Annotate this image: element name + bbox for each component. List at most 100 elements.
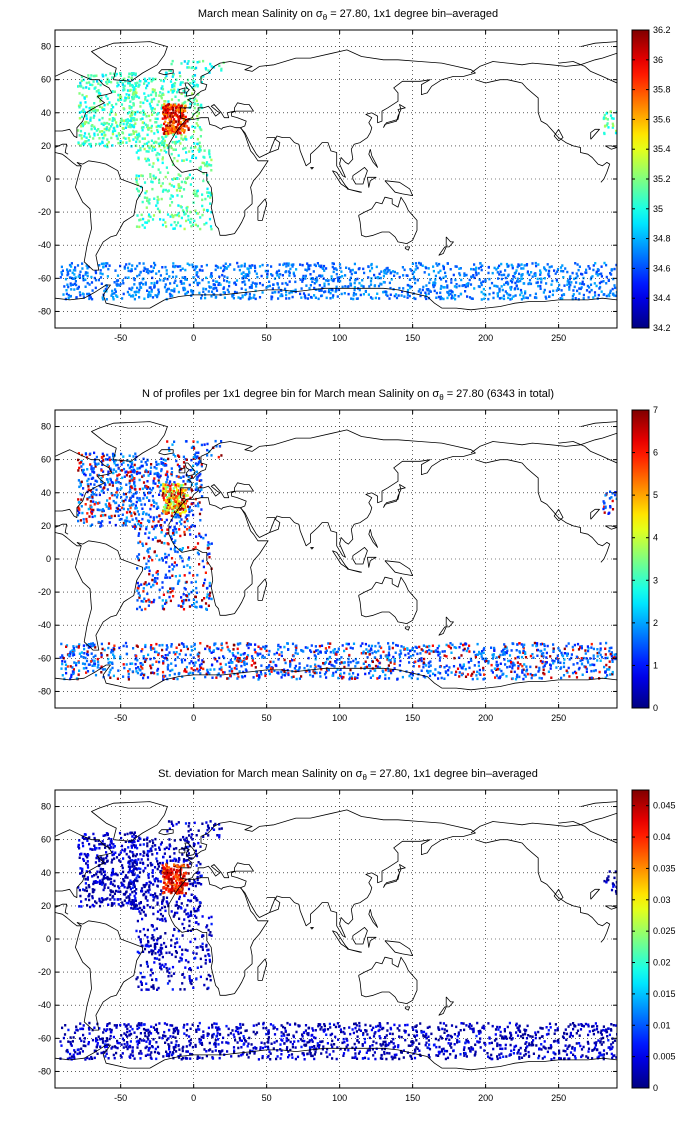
data-cell (194, 455, 197, 459)
data-cell (169, 485, 172, 488)
data-cell (519, 288, 523, 292)
data-cell (132, 72, 135, 75)
data-cell (553, 659, 556, 663)
data-cell (205, 587, 209, 590)
data-cell (201, 659, 204, 662)
data-cell (117, 467, 120, 470)
data-cell (177, 88, 180, 91)
data-cell (442, 276, 445, 279)
data-cell (520, 643, 523, 646)
data-cell (214, 268, 217, 272)
data-cell (464, 290, 467, 293)
data-cell (516, 287, 520, 291)
data-cell (104, 133, 107, 137)
data-cell (471, 677, 474, 681)
data-cell (466, 282, 470, 285)
data-cell (202, 59, 205, 63)
data-cell (513, 663, 516, 667)
data-cell (182, 159, 185, 162)
data-cell (182, 608, 186, 611)
data-cell (148, 491, 151, 495)
data-cell (135, 118, 138, 121)
data-cell (106, 478, 109, 481)
data-cell (135, 151, 138, 154)
data-cell (88, 87, 91, 90)
data-cell (108, 504, 111, 508)
panel-title: N of profiles per 1x1 degree bin for Mar… (141, 388, 555, 403)
data-cell (141, 200, 144, 204)
data-cell (503, 647, 506, 651)
data-cell (119, 72, 122, 75)
data-cell (567, 282, 570, 285)
data-cell (207, 604, 210, 607)
data-cell (185, 138, 188, 141)
data-cell (162, 218, 165, 222)
data-cell (250, 655, 254, 658)
data-cell (115, 294, 118, 297)
data-cell (571, 294, 574, 298)
data-cell (522, 668, 525, 671)
data-cell (436, 264, 439, 267)
data-cell (450, 671, 453, 674)
data-cell (110, 514, 113, 518)
data-cell (139, 662, 142, 665)
data-cell (221, 273, 224, 277)
data-cell (234, 655, 237, 659)
data-cell (78, 511, 81, 515)
data-cell (176, 550, 179, 554)
data-cell (239, 297, 242, 300)
data-cell (574, 262, 577, 265)
data-cell (118, 646, 121, 650)
data-cell (522, 296, 525, 300)
data-cell (98, 137, 101, 140)
coastline (91, 41, 168, 82)
data-cell (190, 645, 193, 648)
data-cell (207, 69, 210, 72)
data-cell (160, 87, 163, 90)
data-cell (191, 265, 194, 269)
data-cell (509, 659, 512, 663)
data-cell (580, 662, 584, 665)
data-cell (169, 295, 172, 298)
data-cell (135, 500, 138, 504)
data-cell (152, 479, 155, 483)
data-cell (611, 658, 614, 661)
data-cell (183, 60, 186, 63)
data-cell (293, 658, 296, 662)
data-cell (540, 654, 543, 658)
data-cell (545, 282, 548, 285)
data-cell (340, 292, 343, 296)
data-cell (183, 530, 186, 534)
data-cell (507, 273, 510, 277)
data-cell (83, 110, 86, 114)
data-cell (208, 155, 212, 159)
data-cell (510, 263, 513, 267)
data-cell (548, 269, 551, 273)
data-cell (445, 655, 448, 658)
data-cell (137, 498, 140, 502)
data-cell (442, 266, 445, 269)
data-cell (493, 646, 496, 650)
data-cell (478, 668, 481, 672)
data-cell (218, 656, 221, 660)
data-cell (575, 671, 578, 675)
data-cell (159, 278, 162, 282)
data-cell (204, 296, 207, 300)
data-cell (425, 266, 428, 270)
data-cell (610, 655, 613, 658)
data-cell (160, 95, 163, 98)
data-cell (438, 262, 441, 266)
data-cell (124, 96, 127, 99)
data-cell (347, 661, 350, 664)
data-cell (504, 290, 507, 293)
data-cell (531, 275, 534, 278)
data-cell (103, 668, 107, 671)
data-cell (168, 449, 171, 452)
data-cell (316, 649, 319, 652)
data-cell (224, 266, 228, 270)
data-cell (162, 509, 165, 513)
data-cell (259, 670, 262, 674)
data-cell (96, 666, 99, 669)
data-cell (298, 666, 301, 669)
data-cell (64, 667, 67, 670)
